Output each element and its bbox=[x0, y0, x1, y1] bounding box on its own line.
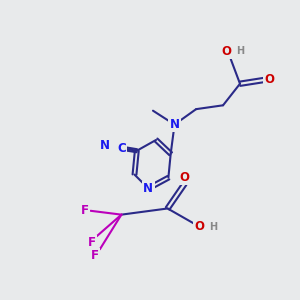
Text: C: C bbox=[117, 142, 126, 155]
Text: O: O bbox=[179, 171, 190, 184]
Text: N: N bbox=[169, 118, 179, 131]
Text: O: O bbox=[264, 74, 274, 86]
Text: N: N bbox=[143, 182, 153, 195]
Text: H: H bbox=[236, 46, 244, 56]
Text: H: H bbox=[209, 222, 217, 232]
Text: F: F bbox=[91, 249, 99, 262]
Text: O: O bbox=[221, 45, 231, 58]
Text: F: F bbox=[80, 204, 88, 217]
Text: O: O bbox=[194, 220, 204, 233]
Text: N: N bbox=[100, 139, 110, 152]
Text: F: F bbox=[88, 236, 96, 249]
